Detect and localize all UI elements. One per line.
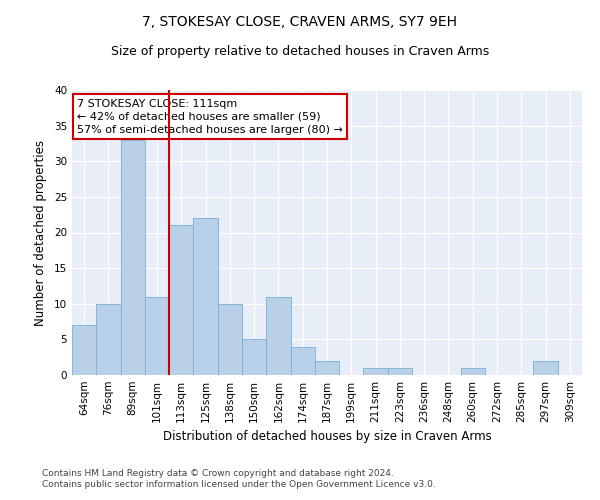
Bar (96, 304, 121, 375)
Bar (145, 296, 169, 375)
Bar (242, 340, 266, 375)
Bar (193, 218, 218, 375)
Bar (364, 368, 388, 375)
Text: 7, STOKESAY CLOSE, CRAVEN ARMS, SY7 9EH: 7, STOKESAY CLOSE, CRAVEN ARMS, SY7 9EH (143, 15, 458, 29)
Text: Contains HM Land Registry data © Crown copyright and database right 2024.: Contains HM Land Registry data © Crown c… (42, 468, 394, 477)
Bar (290, 346, 315, 375)
Bar (72, 325, 96, 375)
Bar (169, 226, 193, 375)
Bar (315, 361, 339, 375)
Text: Contains public sector information licensed under the Open Government Licence v3: Contains public sector information licen… (42, 480, 436, 489)
Bar (266, 296, 290, 375)
X-axis label: Distribution of detached houses by size in Craven Arms: Distribution of detached houses by size … (163, 430, 491, 444)
Bar (533, 361, 558, 375)
Text: 7 STOKESAY CLOSE: 111sqm
← 42% of detached houses are smaller (59)
57% of semi-d: 7 STOKESAY CLOSE: 111sqm ← 42% of detach… (77, 98, 343, 135)
Bar (218, 304, 242, 375)
Text: Size of property relative to detached houses in Craven Arms: Size of property relative to detached ho… (111, 45, 489, 58)
Bar (121, 140, 145, 375)
Bar (461, 368, 485, 375)
Y-axis label: Number of detached properties: Number of detached properties (34, 140, 47, 326)
Bar (388, 368, 412, 375)
